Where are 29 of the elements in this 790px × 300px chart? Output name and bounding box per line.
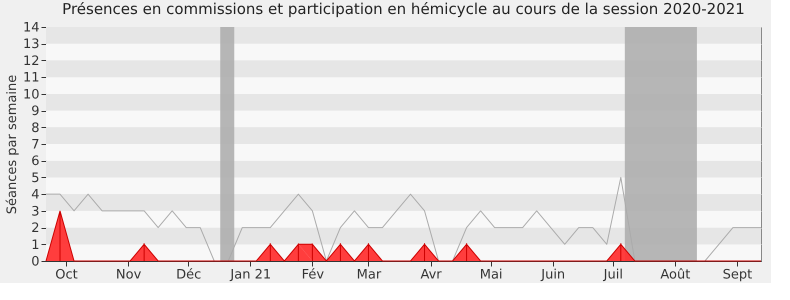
y-tick-label: 11 <box>22 70 40 86</box>
x-tick-label: Juil <box>602 268 623 282</box>
y-tick-label: 7 <box>31 138 40 152</box>
x-tick-label: Oct <box>55 268 78 282</box>
x-tick-label: Juin <box>540 268 566 282</box>
y-tick-label: 9 <box>31 104 40 120</box>
y-tick-label: 4 <box>31 188 40 203</box>
x-tick-label: Sept <box>722 268 752 282</box>
y-tick-label: 3 <box>31 204 40 220</box>
x-tick-label: Mai <box>480 268 503 282</box>
y-tick-label: 2 <box>31 221 40 236</box>
y-axis-title: Séances par semaine <box>4 74 20 214</box>
x-tick-label: Fév <box>302 268 324 282</box>
y-tick-label: 0 <box>31 254 40 270</box>
x-tick-label: Août <box>660 268 690 282</box>
y-tick-label: 12 <box>22 54 40 69</box>
y-tick-label: 8 <box>31 120 40 136</box>
y-tick-label: 10 <box>22 87 40 102</box>
x-tick-label: Jan 21 <box>229 268 272 282</box>
x-tick-label: Nov <box>116 268 142 282</box>
x-tick-label: Déc <box>176 268 202 282</box>
y-tick-label: 13 <box>22 37 40 52</box>
y-tick-label: 1 <box>31 238 40 253</box>
x-tick-label: Avr <box>420 268 442 282</box>
y-tick-label: 5 <box>31 170 40 186</box>
chart-title: Présences en commissions et participation en hémicycle au cours de la session 2020-2021 <box>62 0 745 18</box>
y-tick-label: 14 <box>22 20 40 36</box>
x-tick-label: Mar <box>356 268 382 282</box>
y-tick-label: 6 <box>31 154 40 170</box>
